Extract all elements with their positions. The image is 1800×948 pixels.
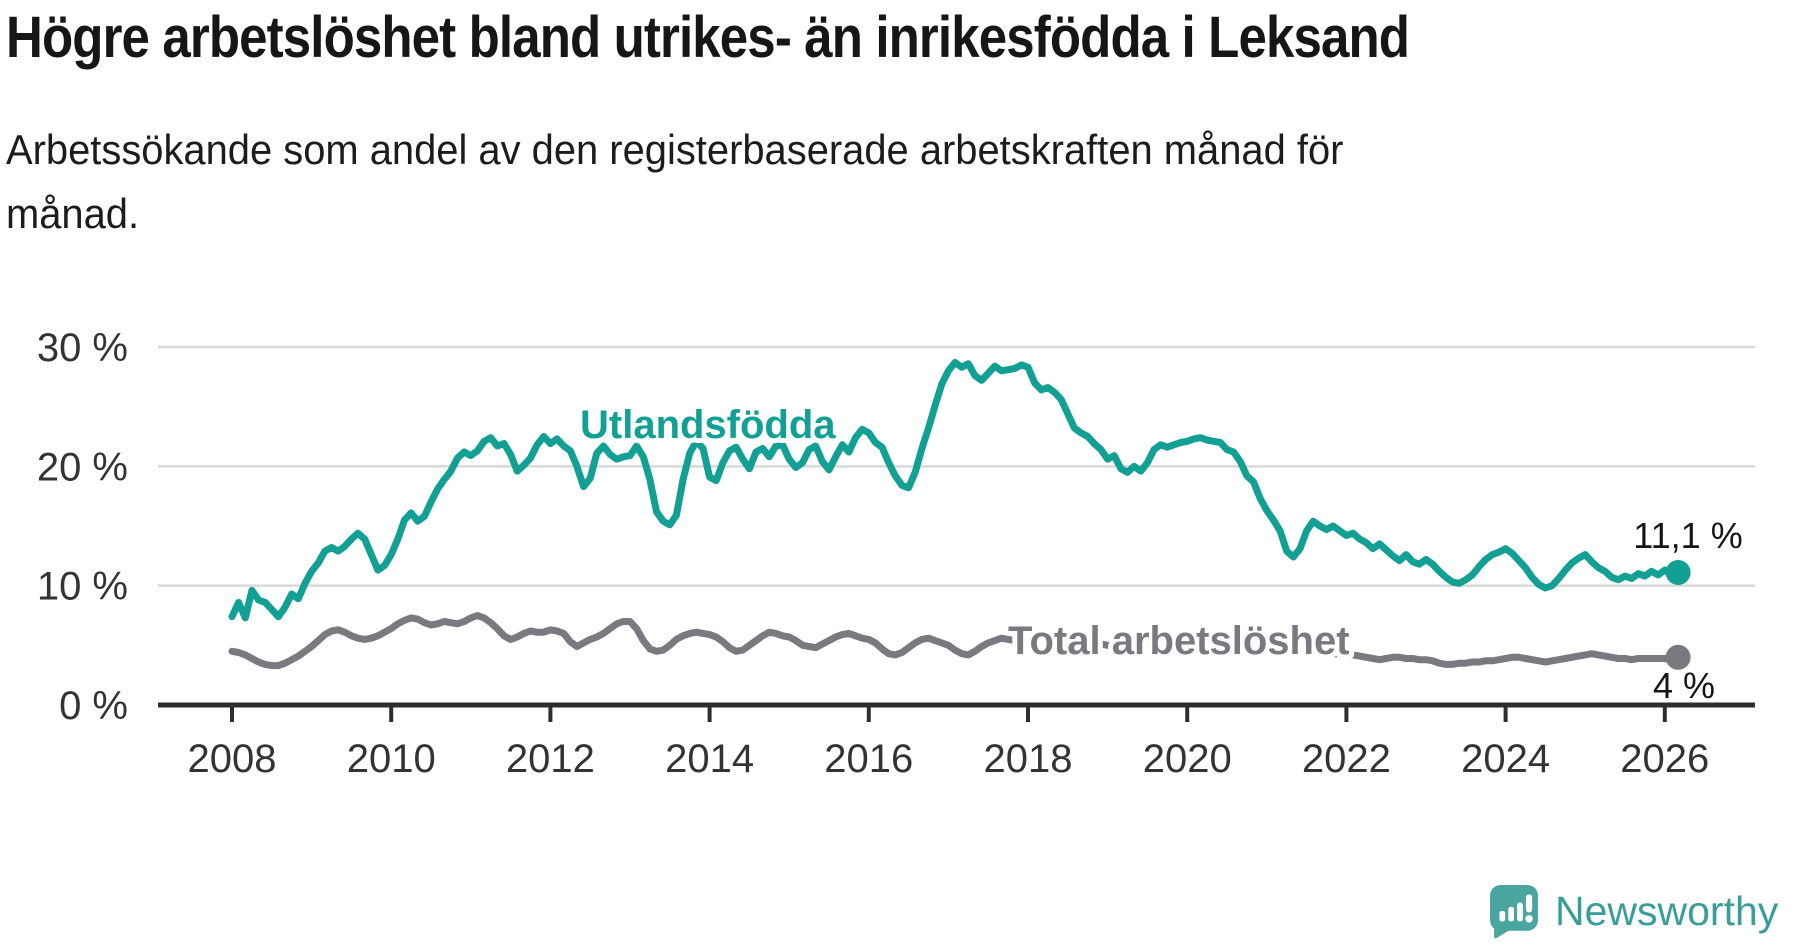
newsworthy-logo: Newsworthy <box>1488 882 1778 940</box>
x-axis-label: 2024 <box>1461 737 1550 781</box>
y-axis-label: 30 % <box>37 326 128 370</box>
gridlines <box>158 345 1755 587</box>
x-axis-label: 2018 <box>984 737 1073 781</box>
end-value-label-utlandsfodda: 11,1 % <box>1633 515 1742 556</box>
x-axis-label: 2014 <box>665 737 754 781</box>
series-label-utlandsfodda: Utlandsfödda <box>580 403 836 447</box>
newsworthy-speech-bubble-icon <box>1490 885 1538 939</box>
line-chart: 0 % 10 % 20 % 30 % 2008 2010 2012 2014 2016 2018 2… <box>0 230 1800 790</box>
y-axis-label: 0 % <box>59 684 128 728</box>
x-axis-label: 2020 <box>1143 737 1232 781</box>
series-end-dot-0 <box>1665 560 1691 585</box>
series-lines <box>228 359 1691 670</box>
series-label-total-arbetsloshet: Total arbetslöshet <box>1008 619 1350 663</box>
x-axis-label: 2012 <box>506 737 595 781</box>
x-axis-label: 2016 <box>824 737 913 781</box>
axis-tick-labels: 0 % 10 % 20 % 30 % 2008 2010 2012 2014 2016 2018 2… <box>37 326 1709 781</box>
x-axis-label: 2008 <box>188 737 277 781</box>
y-axis-label: 20 % <box>37 445 128 489</box>
x-axis <box>158 702 1755 722</box>
newsworthy-logo-text: Newsworthy <box>1555 888 1779 934</box>
y-axis-label: 10 % <box>37 565 128 609</box>
series-line-1 <box>228 612 1682 670</box>
subtitle-line-1: Arbetssökande som andel av den registerb… <box>6 126 1344 173</box>
x-axis-label: 2022 <box>1302 737 1391 781</box>
chart-subtitle: Arbetssökande som andel av den registerb… <box>6 118 1343 246</box>
x-axis-label: 2010 <box>347 737 436 781</box>
series-end-dot-1 <box>1665 644 1691 670</box>
end-value-label-total: 4 % <box>1653 665 1715 706</box>
subtitle-line-2: månad. <box>6 190 140 237</box>
plot-svg: 0 % 10 % 20 % 30 % 2008 2010 2012 2014 2016 2018 2… <box>37 326 1755 781</box>
page-title: Högre arbetslöshet bland utrikes- än inr… <box>6 5 1410 70</box>
x-axis-label: 2026 <box>1620 737 1709 781</box>
series-line-0 <box>228 359 1682 622</box>
